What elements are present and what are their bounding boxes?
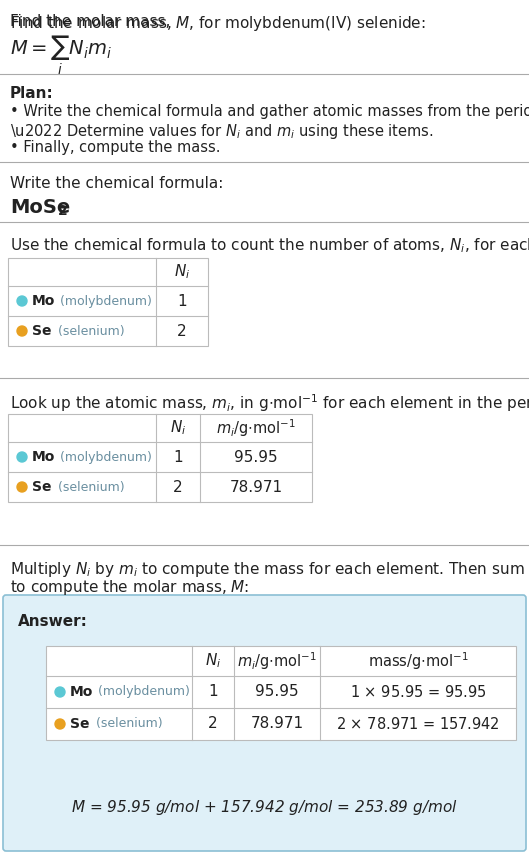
Text: (molybdenum): (molybdenum) [94,686,190,698]
Text: Se: Se [32,324,51,338]
Text: Se: Se [70,717,89,731]
Text: 2: 2 [177,324,187,338]
FancyBboxPatch shape [3,595,526,851]
Text: 2: 2 [173,479,183,495]
Text: 78.971: 78.971 [250,716,304,732]
Text: mass/g$\cdot$mol$^{-1}$: mass/g$\cdot$mol$^{-1}$ [368,651,468,672]
Text: $N_i$: $N_i$ [174,263,190,282]
Text: Mo: Mo [32,450,56,464]
Bar [8,414,312,502]
Circle shape [55,687,65,697]
Circle shape [17,326,27,336]
Text: Find the molar mass, $M$, for molybdenum(IV) selenide:: Find the molar mass, $M$, for molybdenum… [10,14,426,33]
Text: (selenium): (selenium) [54,480,125,494]
Text: $m_i$/g$\cdot$mol$^{-1}$: $m_i$/g$\cdot$mol$^{-1}$ [237,651,317,672]
Text: 2: 2 [58,204,68,218]
Text: MoSe: MoSe [10,198,70,217]
Text: 2: 2 [208,716,218,732]
Text: (molybdenum): (molybdenum) [56,294,152,307]
Text: 1 $\times$ 95.95 = 95.95: 1 $\times$ 95.95 = 95.95 [350,684,487,700]
Text: Answer:: Answer: [18,614,88,629]
Text: (molybdenum): (molybdenum) [56,450,152,463]
Text: (selenium): (selenium) [54,324,125,337]
Text: $m_i$/g$\cdot$mol$^{-1}$: $m_i$/g$\cdot$mol$^{-1}$ [216,417,296,439]
Text: Use the chemical formula to count the number of atoms, $N_i$, for each element:: Use the chemical formula to count the nu… [10,236,529,255]
Circle shape [17,452,27,462]
Text: 1: 1 [173,449,183,465]
Text: Write the chemical formula:: Write the chemical formula: [10,176,223,191]
Text: Plan:: Plan: [10,86,54,101]
Text: Mo: Mo [32,294,56,308]
Circle shape [55,719,65,729]
Text: $M = \sum_i N_i m_i$: $M = \sum_i N_i m_i$ [10,34,112,77]
Bar [46,646,516,740]
Text: • Finally, compute the mass.: • Finally, compute the mass. [10,140,221,155]
Text: to compute the molar mass, $M$:: to compute the molar mass, $M$: [10,578,249,597]
Text: 2 $\times$ 78.971 = 157.942: 2 $\times$ 78.971 = 157.942 [336,716,500,732]
Text: 95.95: 95.95 [234,449,278,465]
Text: \u2022 Determine values for $N_i$ and $m_i$ using these items.: \u2022 Determine values for $N_i$ and $m… [10,122,434,141]
Text: 1: 1 [208,685,218,699]
Text: Look up the atomic mass, $m_i$, in g$\cdot$mol$^{-1}$ for each element in the pe: Look up the atomic mass, $m_i$, in g$\cd… [10,392,529,413]
Bar [8,258,208,346]
Text: $M$ = 95.95 g/mol + 157.942 g/mol = 253.89 g/mol: $M$ = 95.95 g/mol + 157.942 g/mol = 253.… [71,798,458,817]
Text: (selenium): (selenium) [92,717,162,730]
Text: Mo: Mo [70,685,94,699]
Text: $N_i$: $N_i$ [205,651,221,670]
Text: Find the molar mass,: Find the molar mass, [10,14,175,29]
Text: Se: Se [32,480,51,494]
Text: $N_i$: $N_i$ [170,419,186,437]
Text: 1: 1 [177,294,187,308]
Circle shape [17,482,27,492]
Text: 78.971: 78.971 [230,479,282,495]
Text: 95.95: 95.95 [255,685,299,699]
Circle shape [17,296,27,306]
Text: Multiply $N_i$ by $m_i$ to compute the mass for each element. Then sum those val: Multiply $N_i$ by $m_i$ to compute the m… [10,560,529,579]
Text: • Write the chemical formula and gather atomic masses from the periodic table.: • Write the chemical formula and gather … [10,104,529,119]
